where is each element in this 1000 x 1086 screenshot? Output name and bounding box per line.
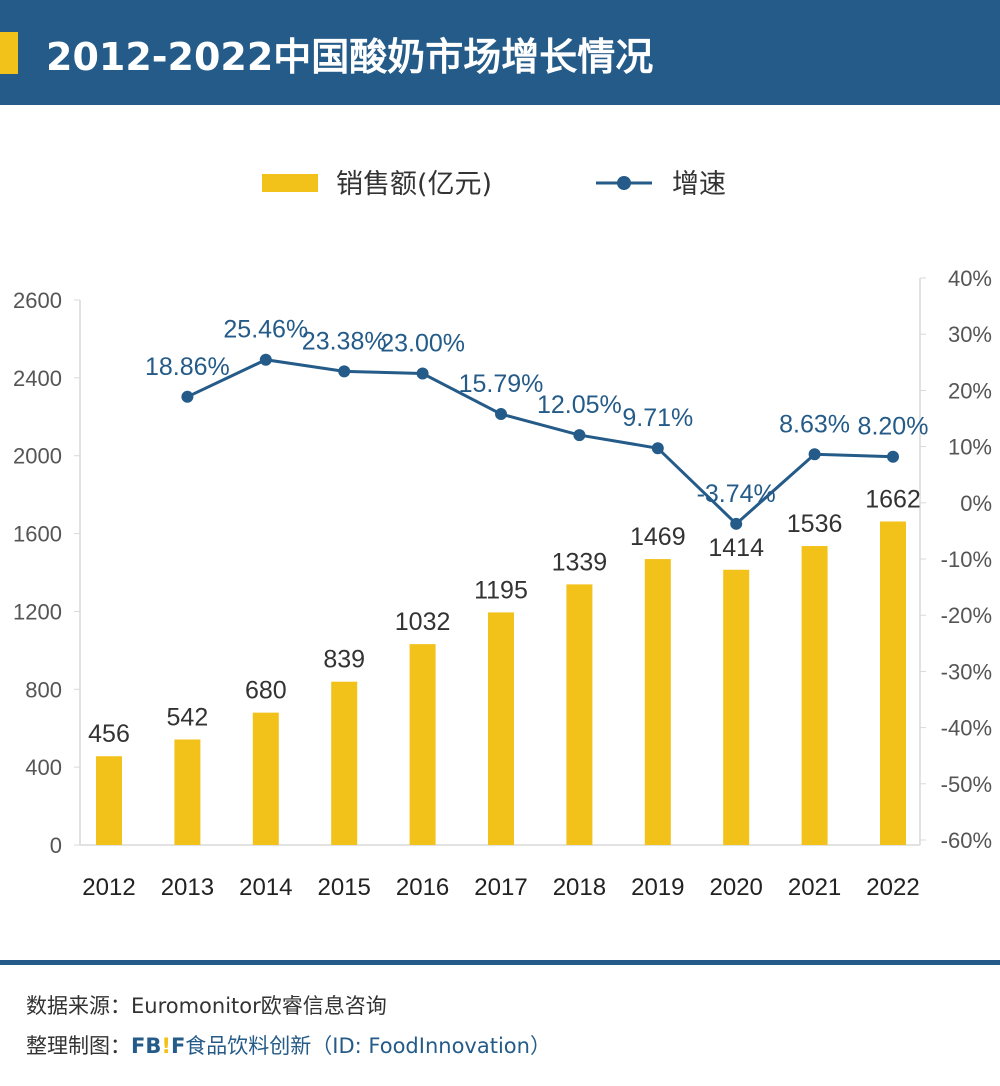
x-tick-label: 2017 — [474, 874, 527, 901]
growth-label: 23.38% — [302, 327, 387, 355]
growth-label: 8.63% — [779, 410, 850, 438]
growth-label: 8.20% — [858, 413, 929, 441]
growth-point — [416, 367, 429, 380]
growth-point — [573, 429, 586, 442]
bar — [174, 739, 201, 845]
growth-point — [887, 450, 899, 463]
x-tick-label: 2018 — [553, 874, 606, 901]
combo-chart: 0 400 800 1200 1600 2000 2400 2600 -60% -50% -40% -… — [13, 169, 992, 901]
growth-point — [808, 448, 821, 461]
growth-label: 25.46% — [223, 316, 308, 344]
bar — [801, 546, 828, 845]
left-tick-label: 2000 — [13, 444, 62, 469]
x-tick-label: 2019 — [631, 874, 684, 901]
right-tick-label: 20% — [948, 378, 992, 403]
bar-label: 1662 — [865, 486, 921, 514]
x-tick-label: 2013 — [161, 874, 214, 901]
bar-label: 1536 — [787, 510, 843, 538]
right-tick-label: -60% — [941, 828, 992, 853]
bar-label: 1414 — [708, 534, 764, 562]
bar-label: 542 — [167, 704, 209, 732]
bar-label: 1032 — [395, 608, 451, 636]
left-tick-label: 0 — [50, 833, 62, 858]
bar-label: 680 — [245, 677, 287, 705]
left-tick-label: 800 — [25, 677, 62, 702]
credit-line: 整理制图：FB!F食品饮料创新（ID: FoodInnovation） — [26, 1030, 551, 1060]
growth-label: 9.71% — [622, 404, 693, 432]
bar-label: 1339 — [552, 548, 608, 576]
growth-label: 12.05% — [537, 391, 622, 419]
chart-title: 2012-2022中国酸奶市场增长情况 — [46, 35, 654, 79]
header-bar: 2012-2022中国酸奶市场增长情况 — [0, 0, 1000, 105]
growth-point — [651, 442, 664, 455]
left-tick-label: 400 — [25, 755, 62, 780]
legend-line-marker — [617, 176, 631, 190]
x-tick-label: 2015 — [318, 874, 371, 901]
bar — [644, 559, 671, 845]
left-tick-label: 2400 — [13, 366, 62, 391]
growth-label: 18.86% — [145, 353, 230, 381]
growth-point — [259, 353, 272, 366]
credit-label: 整理制图： — [26, 1034, 131, 1058]
bar — [409, 644, 436, 845]
left-tick-label: 1600 — [13, 522, 62, 547]
bar-label: 1469 — [630, 523, 686, 551]
growth-line — [186, 358, 894, 526]
right-tick-label: 0% — [960, 491, 992, 516]
x-tick-label: 2014 — [239, 874, 292, 901]
legend-bar-label: 销售额(亿元) — [336, 169, 492, 200]
right-tick-label: 30% — [948, 322, 992, 347]
bar-label: 839 — [323, 646, 365, 674]
growth-label: -3.74% — [697, 480, 776, 508]
right-tick-label: -40% — [941, 716, 992, 741]
bar — [723, 569, 750, 845]
bar-label: 1195 — [474, 576, 528, 604]
bar — [331, 681, 358, 845]
growth-point — [338, 365, 351, 378]
bar — [566, 584, 593, 845]
header-accent — [0, 32, 18, 74]
growth-point — [181, 390, 194, 403]
right-tick-label: 40% — [948, 266, 992, 291]
right-tick-label: -20% — [941, 603, 992, 628]
left-tick-label: 2600 — [13, 288, 62, 313]
legend-bar-swatch — [262, 174, 318, 192]
right-tick-label: 10% — [948, 435, 992, 460]
brand-logo: FB!F — [131, 1034, 186, 1058]
bar — [880, 521, 906, 845]
growth-label: 23.00% — [380, 330, 465, 358]
growth-label: 15.79% — [459, 370, 544, 398]
growth-point — [495, 408, 507, 421]
brand-name: 食品饮料创新（ID: FoodInnovation） — [185, 1034, 551, 1058]
x-tick-label: 2021 — [788, 874, 841, 901]
source-text: 数据来源：Euromonitor欧睿信息咨询 — [26, 994, 387, 1018]
x-tick-label: 2016 — [396, 874, 449, 901]
legend-line-label: 增速 — [672, 169, 726, 200]
footer-divider — [0, 960, 1000, 965]
right-tick-label: -30% — [941, 659, 992, 684]
right-tick-label: -10% — [941, 547, 992, 572]
x-tick-label: 2022 — [866, 874, 919, 901]
bar — [96, 756, 122, 845]
growth-point — [730, 517, 743, 530]
right-tick-label: -50% — [941, 772, 992, 797]
bar-label: 456 — [88, 720, 130, 748]
x-tick-label: 2012 — [82, 874, 135, 901]
bar — [252, 712, 279, 845]
x-tick-label: 2020 — [710, 874, 763, 901]
bar — [488, 612, 514, 845]
left-tick-label: 1200 — [13, 599, 62, 624]
